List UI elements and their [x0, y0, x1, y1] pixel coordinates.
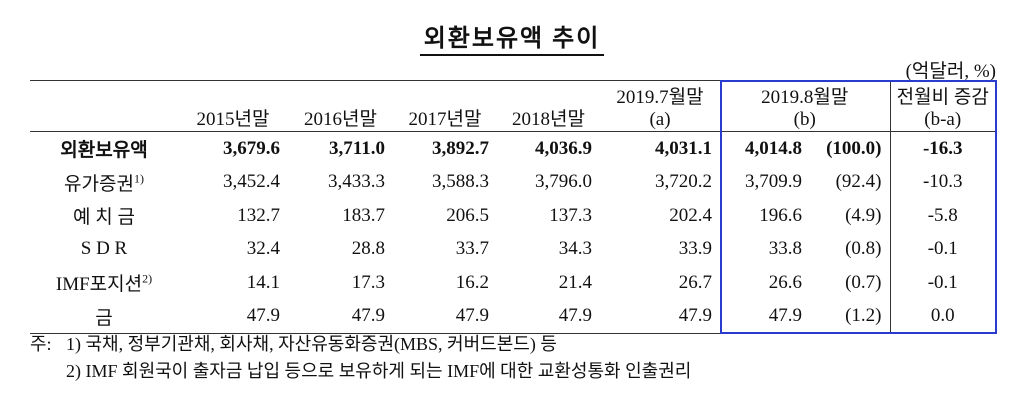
table-cell: 137.3 [549, 204, 592, 226]
header-cell: 2018년말 [497, 80, 600, 132]
table-cell: 0.0 [889, 299, 995, 334]
header-text: 2019.7월말 [616, 87, 704, 108]
row-label: 유가증권1) [30, 166, 178, 200]
note: 1) 국채, 정부기관채, 회사채, 자산유동화증권(MBS, 커버드본드) 등 [66, 334, 557, 354]
header-text: 전월비 증감 [896, 87, 989, 108]
table-cell: 3,588.3 [432, 171, 489, 193]
header-cell: 2017년말 [393, 80, 497, 132]
highlight-box [720, 80, 997, 334]
title: 외환보유액 추이 [0, 18, 1024, 56]
table-cell: 28.8 [351, 238, 385, 260]
header-text: 2017년말 [408, 109, 482, 130]
table-cell: 33.9 [678, 238, 712, 260]
table-row: 외환보유액 3,679.6 3,711.0 3,892.7 4,036.9 4,031.1… [30, 131, 995, 166]
table-cell: 47.9 [288, 299, 393, 334]
table-cell: (100.0) [826, 137, 882, 159]
table-cell: 3,709.9 [745, 171, 802, 193]
unit: (억달러, %) [905, 61, 996, 82]
table-cell: 3,679.6 [223, 137, 280, 159]
table-cell: 21.4 [558, 271, 592, 293]
header-text: 2018년말 [512, 109, 585, 130]
table-cell: (0.8) [845, 238, 882, 260]
footnote-mark: 1) [133, 171, 144, 186]
table-cell: 3,720.2 [655, 171, 712, 193]
row-label-text: 예 치 금 [73, 207, 135, 229]
header-text: (b) [793, 109, 816, 130]
table-cell: -0.1 [889, 232, 995, 266]
table-cell: -16.3 [889, 131, 995, 166]
row-label-text: 외환보유액 [60, 140, 148, 162]
table-cell: 3,433.3 [328, 171, 385, 193]
table-cell: (0.7) [845, 271, 882, 293]
header-text: 2015년말 [196, 109, 270, 130]
row-label: 금 [30, 299, 178, 334]
reserves-table: 2015년말 2016년말 2017년말 2018년말 2019.7월말 (a) 2019.… [30, 80, 995, 334]
header-cell: 전월비 증감 (b-a) [889, 80, 995, 132]
header-row: 2015년말 2016년말 2017년말 2018년말 2019.7월말 (a) 2019.… [30, 80, 995, 132]
table-cell: 47.9 [600, 299, 720, 334]
header-cell: 2019.8월말 (b) [720, 80, 890, 132]
table-cell: 4,014.8 [745, 137, 802, 159]
table-cell: 47.9 [178, 299, 288, 334]
row-label: 예 치 금 [30, 199, 178, 233]
table-cell: 47.9 [497, 299, 600, 334]
note-prefix: 주: [30, 334, 52, 354]
header-cell: 2015년말 [178, 80, 288, 132]
table-cell: 3,711.0 [329, 137, 385, 159]
table-cell: 47.9 [720, 299, 810, 334]
table-cell: (92.4) [835, 171, 882, 193]
table-cell: 206.5 [446, 204, 489, 226]
table-cell: 3,452.4 [223, 171, 280, 193]
header-text: (a) [649, 109, 671, 130]
table-cell: -0.1 [889, 266, 995, 300]
header-cell: 2016년말 [288, 80, 393, 132]
table-cell: 47.9 [393, 299, 497, 334]
table-row: 금 47.9 47.9 47.9 47.9 47.9 47.9 (1.2) 0.0 [30, 299, 995, 334]
table-cell: 14.1 [246, 271, 280, 293]
footnote-mark: 2) [142, 271, 153, 286]
note: 2) IMF 회원국이 출자금 납입 등으로 보유하게 되는 IMF에 대한 교… [66, 361, 692, 381]
row-label-text: S D R [80, 238, 128, 260]
row-label: IMF포지션2) [30, 266, 178, 300]
table-row: S D R 32.4 28.8 33.7 34.3 33.9 33.8 (0.8) -0.1 [30, 232, 995, 267]
table-cell: 202.4 [669, 204, 712, 226]
table-cell: 183.7 [342, 204, 385, 226]
row-label: S D R [30, 233, 178, 267]
table-row: 예 치 금 132.7 183.7 206.5 137.3 202.4 196.6 (4.9)… [30, 199, 995, 233]
header-text: 2016년말 [304, 109, 377, 130]
header-cell: 2019.7월말 (a) [600, 80, 720, 132]
table-cell: 3,796.0 [535, 171, 592, 193]
table-body: 외환보유액 3,679.6 3,711.0 3,892.7 4,036.9 4,031.1… [30, 131, 995, 334]
table-cell: 132.7 [237, 204, 280, 226]
table-cell: 16.2 [455, 271, 489, 293]
row-label-text: 금 [95, 307, 113, 329]
table-cell: 4,031.1 [655, 137, 712, 159]
table-cell: 4,036.9 [535, 137, 592, 159]
header-text: (b-a) [924, 109, 962, 130]
table-cell: -10.3 [889, 165, 995, 199]
row-label-text: IMF포지션 [55, 274, 143, 296]
table-cell: 17.3 [351, 271, 385, 293]
header-text: 2019.8월말 [761, 87, 849, 108]
table-cell: (4.9) [845, 204, 882, 226]
table-cell: 3,892.7 [432, 137, 489, 159]
table-cell: -5.8 [889, 199, 995, 233]
table-cell: 26.6 [768, 271, 802, 293]
table-cell: 34.3 [558, 238, 592, 260]
title-text: 외환보유액 추이 [419, 26, 605, 56]
table-row: IMF포지션2) 14.1 17.3 16.2 21.4 26.7 26.6 (0.7) -0.… [30, 266, 995, 300]
table-row: 유가증권1) 3,452.4 3,433.3 3,588.3 3,796.0 3,720.… [30, 165, 995, 200]
row-label: 외환보유액 [30, 132, 178, 166]
row-label-text: 유가증권 [64, 173, 134, 195]
header-cell [30, 80, 178, 132]
table-cell: 196.6 [759, 204, 802, 226]
table-cell: 33.8 [768, 238, 802, 260]
table-cell: 33.7 [455, 238, 489, 260]
table-cell: 26.7 [678, 271, 712, 293]
table-cell: 32.4 [246, 238, 280, 260]
